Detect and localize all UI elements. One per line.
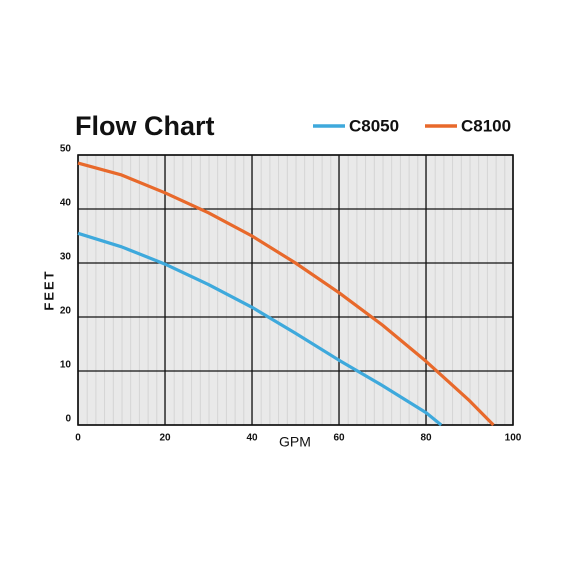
y-tick-label: 20 <box>60 306 72 317</box>
x-axis-label: GPM <box>279 434 311 450</box>
y-tick-label: 40 <box>60 198 72 209</box>
x-tick-label: 100 <box>505 433 522 444</box>
series-line <box>77 231 443 427</box>
y-axis-label: FEET <box>41 269 56 310</box>
x-tick-label: 80 <box>420 433 432 444</box>
plot-background <box>78 155 513 425</box>
x-tick-label: 0 <box>75 433 81 444</box>
y-tick-label: 30 <box>60 252 72 263</box>
y-tick-label: 10 <box>60 360 72 371</box>
legend-label: C8100 <box>461 116 511 135</box>
y-tick-label: 0 <box>65 414 71 425</box>
x-tick-label: 20 <box>159 433 171 444</box>
x-tick-label: 60 <box>333 433 345 444</box>
series-line <box>77 161 495 427</box>
chart-title: Flow Chart <box>75 111 215 141</box>
x-tick-label: 40 <box>246 433 258 444</box>
plot-border <box>77 154 514 426</box>
y-tick-label: 50 <box>60 144 72 155</box>
legend-label: C8050 <box>349 116 399 135</box>
